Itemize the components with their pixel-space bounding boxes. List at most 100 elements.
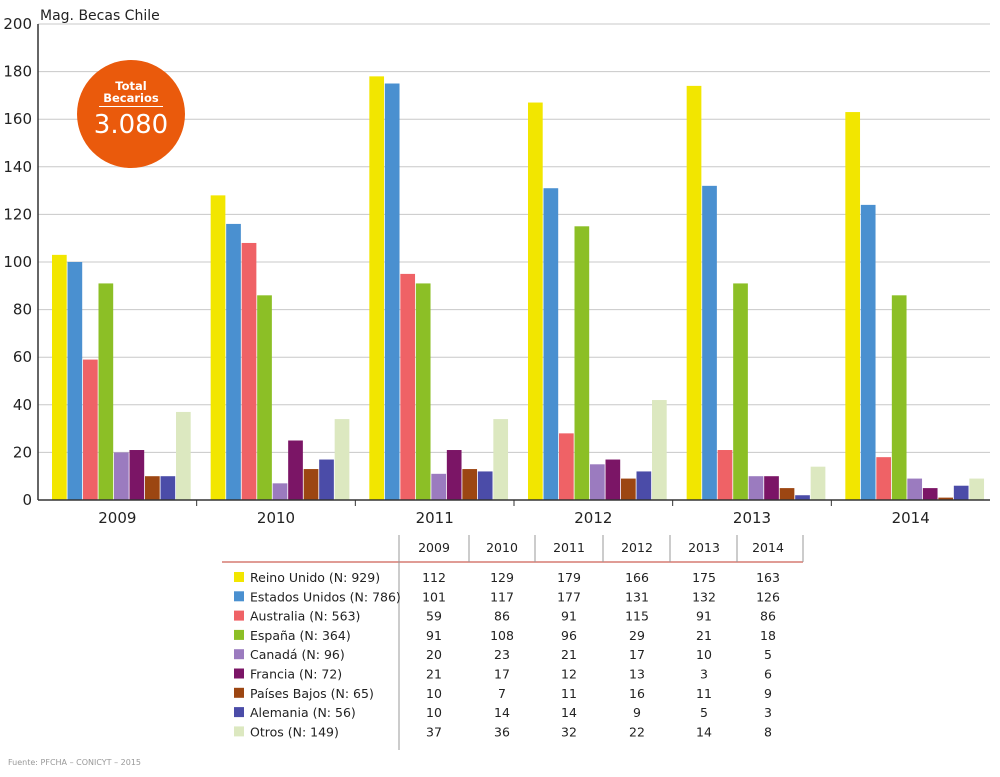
y-tick-label: 180 bbox=[3, 63, 32, 81]
bar-2013-6 bbox=[779, 488, 795, 500]
bar-2013-2 bbox=[717, 450, 733, 500]
bar-2011-4 bbox=[431, 473, 447, 500]
table-cell: 163 bbox=[756, 570, 780, 585]
x-tick-label: 2011 bbox=[416, 509, 454, 527]
table-cell: 5 bbox=[700, 705, 708, 720]
table-cell: 14 bbox=[696, 724, 712, 739]
bar-2009-8 bbox=[176, 411, 191, 500]
bar-2010-1 bbox=[226, 223, 241, 501]
bar-2009-2 bbox=[83, 359, 98, 500]
table-cell: 16 bbox=[629, 686, 645, 701]
bar-2014-8 bbox=[969, 478, 985, 500]
table-cell: 9 bbox=[633, 705, 641, 720]
legend-swatch bbox=[234, 726, 244, 737]
x-tick-label: 2010 bbox=[257, 509, 295, 527]
table-cell: 22 bbox=[629, 724, 645, 739]
legend-swatch bbox=[234, 707, 244, 718]
total-becarios-badge: Total Becarios 3.080 bbox=[77, 60, 185, 168]
bar-2011-0 bbox=[369, 76, 385, 501]
table-cell: 32 bbox=[561, 724, 577, 739]
x-tick-label: 2014 bbox=[892, 509, 930, 527]
y-tick-label: 200 bbox=[3, 15, 32, 33]
table-cell: 5 bbox=[764, 647, 772, 662]
bar-2014-7 bbox=[953, 485, 969, 500]
y-tick-label: 0 bbox=[22, 491, 32, 509]
legend-label: Canadá (N: 96) bbox=[250, 647, 345, 662]
y-axis-label: Mag. Becas Chile bbox=[40, 8, 160, 24]
bar-2013-0 bbox=[686, 85, 702, 500]
table-cell: 108 bbox=[490, 628, 514, 643]
bar-2011-6 bbox=[462, 469, 478, 500]
axes: 0 20 40 60 80 100 120 140 160 180 200 Mag. Becas Ch… bbox=[3, 8, 990, 527]
badge-value: 3.080 bbox=[93, 110, 169, 140]
table-cell: 9 bbox=[764, 686, 772, 701]
table-cell: 17 bbox=[629, 647, 645, 662]
y-tick-label: 60 bbox=[13, 348, 32, 366]
bar-2014-5 bbox=[922, 488, 938, 500]
table-cell: 21 bbox=[561, 647, 577, 662]
table-cell: 179 bbox=[557, 570, 581, 585]
table-cell: 131 bbox=[625, 589, 649, 604]
bar-2012-1 bbox=[543, 188, 559, 500]
legend-label: Francia (N: 72) bbox=[250, 667, 342, 682]
bar-2010-8 bbox=[334, 419, 350, 500]
table-cell: 7 bbox=[498, 686, 506, 701]
bar-2011-5 bbox=[446, 450, 462, 500]
x-tick-label: 2012 bbox=[574, 509, 612, 527]
legend-swatch bbox=[234, 591, 244, 602]
bar-2014-6 bbox=[938, 497, 954, 500]
legend-label: Países Bajos (N: 65) bbox=[250, 686, 374, 701]
table-cell: 91 bbox=[696, 609, 712, 624]
table-cell: 175 bbox=[692, 570, 716, 585]
legend-label: Estados Unidos (N: 786) bbox=[250, 589, 401, 604]
table-cell: 117 bbox=[490, 589, 514, 604]
bar-2011-2 bbox=[400, 273, 416, 500]
table-cell: 21 bbox=[426, 667, 442, 682]
legend-label: España (N: 364) bbox=[250, 628, 351, 643]
table-cell: 59 bbox=[426, 609, 442, 624]
table-header-2011: 2011 bbox=[553, 540, 585, 555]
table-cell: 91 bbox=[561, 609, 577, 624]
bar-2014-2 bbox=[876, 457, 892, 500]
badge-label: Total Becarios bbox=[77, 80, 185, 104]
y-tick-label: 120 bbox=[3, 205, 32, 223]
table-header-2014: 2014 bbox=[752, 540, 784, 555]
badge-label-line1: Total bbox=[115, 79, 147, 93]
table-cell: 3 bbox=[700, 667, 708, 682]
bar-2012-0 bbox=[528, 102, 543, 500]
y-tick-label: 40 bbox=[13, 396, 32, 414]
table-cell: 177 bbox=[557, 589, 581, 604]
table-header-2010: 2010 bbox=[486, 540, 518, 555]
bar-2011-8 bbox=[493, 419, 509, 500]
table-cell: 10 bbox=[426, 686, 442, 701]
legend-swatch bbox=[234, 629, 244, 640]
legend-label: Australia (N: 563) bbox=[250, 609, 360, 624]
bar-2012-3 bbox=[574, 226, 590, 501]
bar-2013-3 bbox=[733, 283, 748, 500]
table-header-2009: 2009 bbox=[418, 540, 450, 555]
bar-2012-8 bbox=[652, 400, 667, 500]
bar-2013-5 bbox=[764, 476, 779, 500]
bar-2010-3 bbox=[257, 295, 272, 500]
bar-2009-4 bbox=[114, 452, 129, 500]
table-cell: 10 bbox=[426, 705, 442, 720]
bar-2010-2 bbox=[241, 242, 257, 500]
bar-2009-7 bbox=[160, 476, 176, 500]
source-note: Fuente: PFCHA – CONICYT – 2015 bbox=[8, 758, 141, 767]
bar-2010-7 bbox=[319, 459, 334, 500]
table-cell: 115 bbox=[625, 609, 649, 624]
legend-swatch bbox=[234, 610, 244, 621]
legend-label: Reino Unido (N: 929) bbox=[250, 570, 380, 585]
bar-2014-3 bbox=[891, 295, 907, 500]
bar-2012-6 bbox=[621, 478, 636, 500]
badge-separator bbox=[99, 106, 163, 107]
x-tick-label: 2013 bbox=[733, 509, 771, 527]
table-cell: 37 bbox=[426, 724, 442, 739]
table-cell: 8 bbox=[764, 724, 772, 739]
bar-2011-7 bbox=[477, 471, 493, 500]
bar-2009-5 bbox=[129, 450, 145, 500]
table-cell: 86 bbox=[760, 609, 776, 624]
table-cell: 21 bbox=[696, 628, 712, 643]
bar-2012-4 bbox=[590, 464, 605, 500]
